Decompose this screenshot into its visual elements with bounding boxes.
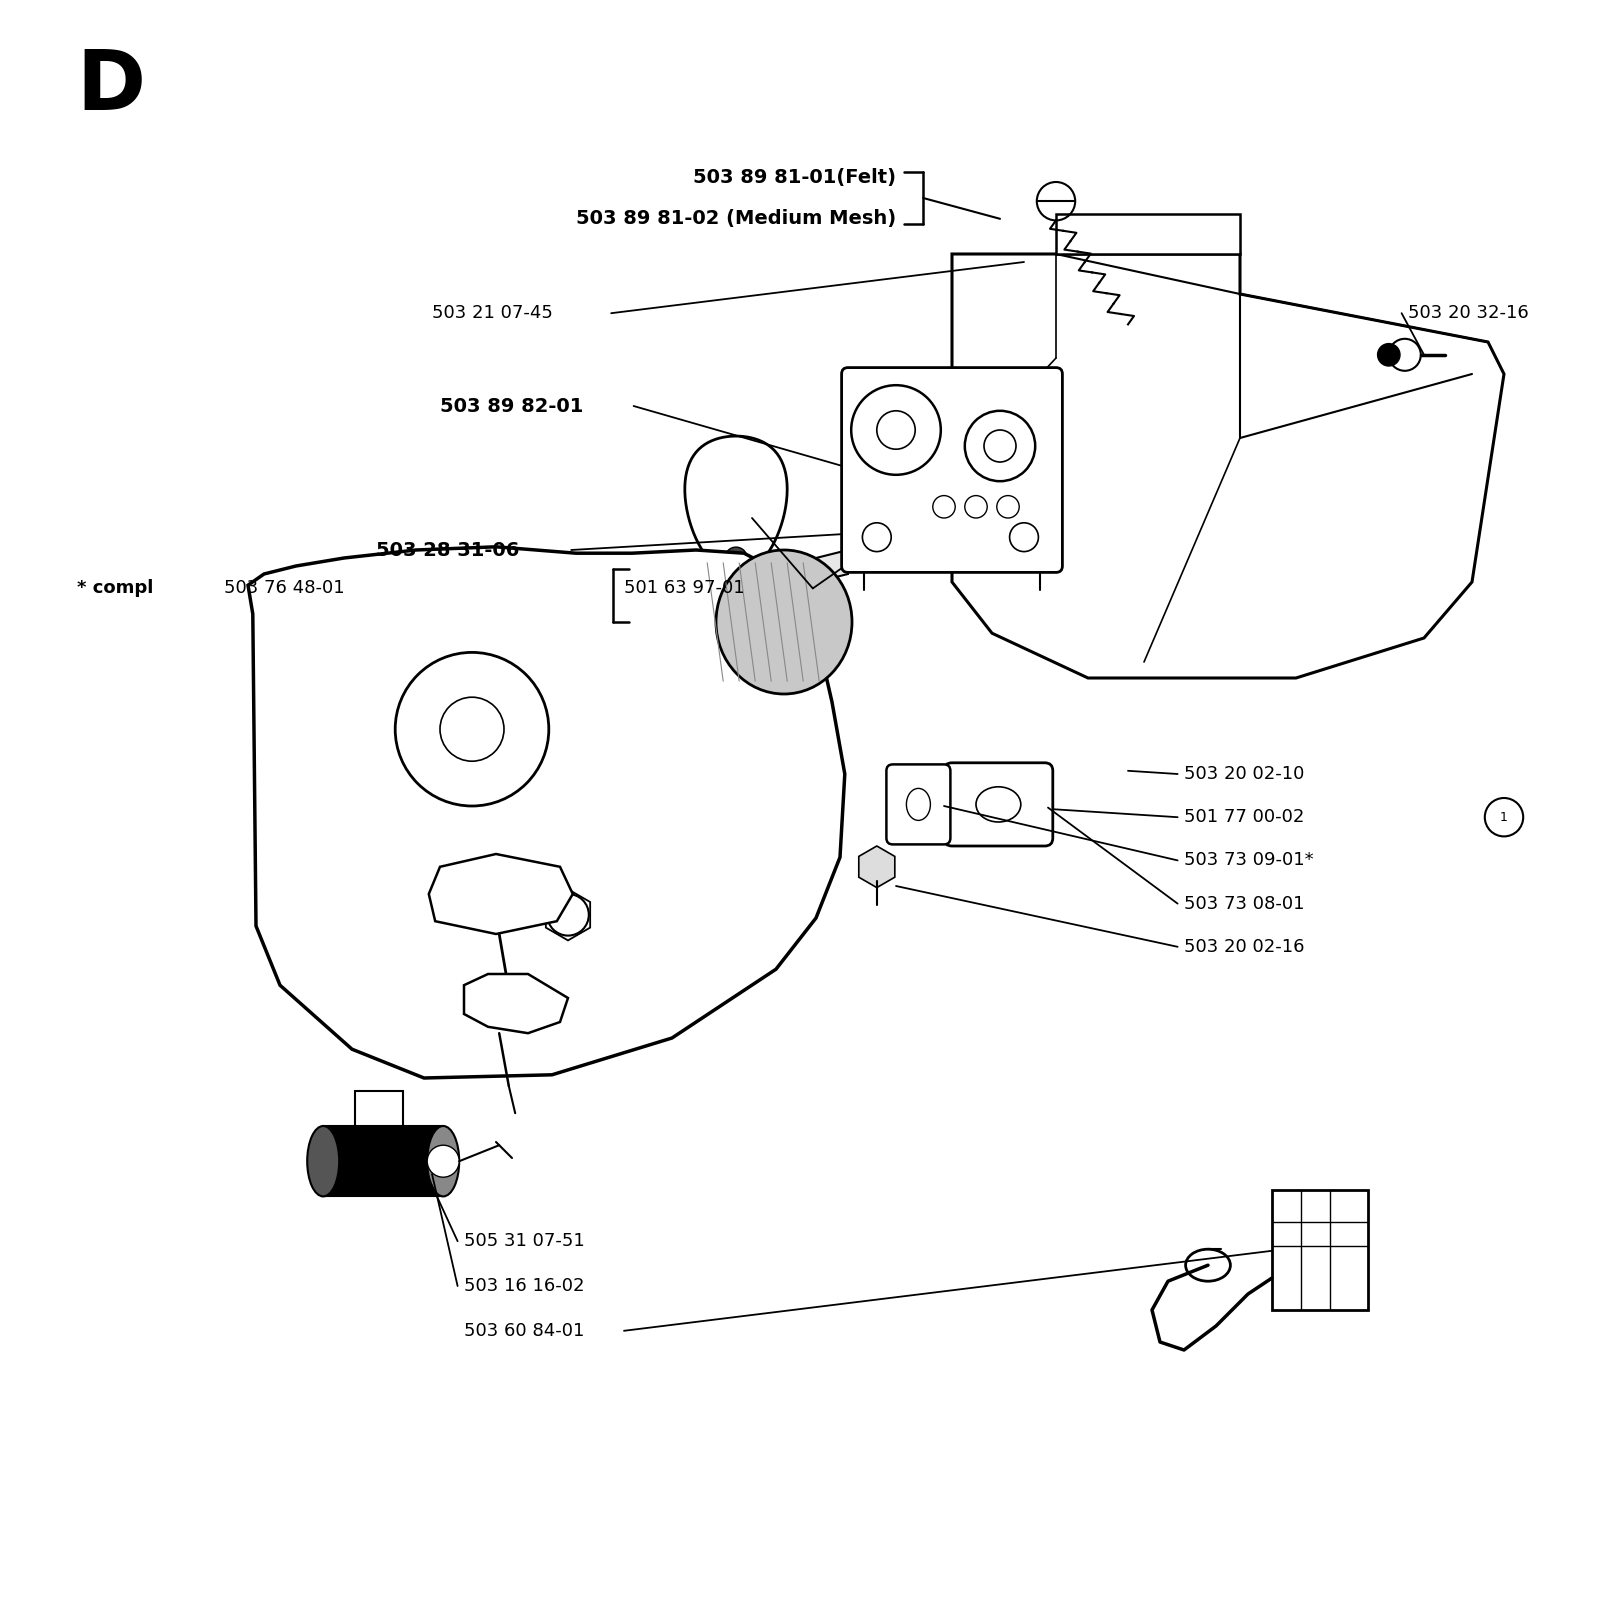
Polygon shape bbox=[1056, 214, 1240, 255]
Text: * compl: * compl bbox=[77, 579, 154, 598]
Circle shape bbox=[427, 1145, 459, 1177]
Text: 503 73 08-01: 503 73 08-01 bbox=[1184, 895, 1304, 912]
Polygon shape bbox=[248, 546, 845, 1078]
Ellipse shape bbox=[307, 1127, 339, 1196]
Text: 503 60 84-01: 503 60 84-01 bbox=[464, 1322, 584, 1340]
Text: 503 20 02-16: 503 20 02-16 bbox=[1184, 938, 1304, 956]
Ellipse shape bbox=[427, 1127, 459, 1196]
Polygon shape bbox=[784, 550, 848, 590]
Text: 503 76 48-01: 503 76 48-01 bbox=[224, 579, 344, 598]
Text: 503 89 82-01: 503 89 82-01 bbox=[440, 397, 584, 416]
Text: 503 89 81-01(Felt): 503 89 81-01(Felt) bbox=[693, 168, 896, 187]
Text: D: D bbox=[77, 47, 146, 127]
Text: 501 77 00-02: 501 77 00-02 bbox=[1184, 808, 1304, 827]
Text: 503 20 02-10: 503 20 02-10 bbox=[1184, 766, 1304, 783]
Polygon shape bbox=[952, 255, 1504, 679]
Circle shape bbox=[725, 546, 747, 569]
Polygon shape bbox=[464, 974, 568, 1033]
FancyBboxPatch shape bbox=[944, 762, 1053, 846]
Text: 503 89 81-02 (Medium Mesh): 503 89 81-02 (Medium Mesh) bbox=[576, 210, 896, 229]
Circle shape bbox=[1378, 343, 1400, 366]
Text: 501 63 97-01: 501 63 97-01 bbox=[624, 579, 744, 598]
Text: 503 20 32-16: 503 20 32-16 bbox=[1408, 305, 1528, 322]
Bar bbox=[355, 1091, 403, 1127]
Bar bbox=[323, 1127, 443, 1196]
Bar bbox=[557, 780, 624, 890]
Ellipse shape bbox=[717, 550, 851, 695]
Text: 503 21 07-45: 503 21 07-45 bbox=[432, 305, 554, 322]
Text: 503 28 31-06: 503 28 31-06 bbox=[376, 540, 520, 559]
Polygon shape bbox=[859, 846, 894, 888]
Text: 503 16 16-02: 503 16 16-02 bbox=[464, 1277, 584, 1294]
Polygon shape bbox=[429, 854, 573, 933]
Polygon shape bbox=[685, 437, 787, 574]
FancyBboxPatch shape bbox=[842, 368, 1062, 572]
Bar bbox=[1272, 1190, 1368, 1311]
Text: 505 31 07-51: 505 31 07-51 bbox=[464, 1232, 584, 1251]
Text: 503 73 09-01*: 503 73 09-01* bbox=[1184, 851, 1314, 869]
Text: 1: 1 bbox=[1501, 811, 1507, 824]
FancyBboxPatch shape bbox=[886, 764, 950, 845]
